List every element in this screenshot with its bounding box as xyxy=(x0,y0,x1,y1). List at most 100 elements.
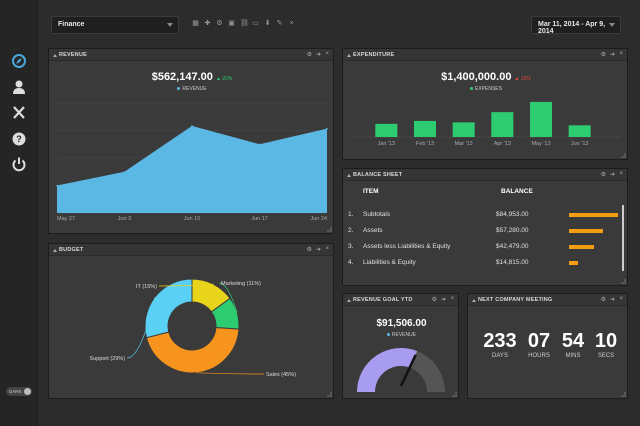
balance-bar xyxy=(569,229,604,233)
leader-line xyxy=(196,372,265,375)
resize-handle[interactable] xyxy=(327,227,332,232)
table-row[interactable]: 3. Assets less Liabilities & Equity $42,47… xyxy=(343,239,627,255)
data-point xyxy=(191,125,193,127)
close-icon[interactable]: × xyxy=(325,51,329,57)
settings-icon[interactable]: ⚙ xyxy=(306,52,312,58)
expenditure-total: $1,400,000.00 ▲ 15% xyxy=(343,71,629,83)
settings-icon[interactable]: ⚙ xyxy=(600,172,606,178)
collapse-icon[interactable] xyxy=(347,53,351,57)
resize-handle[interactable] xyxy=(621,392,626,397)
resize-handle[interactable] xyxy=(621,153,626,158)
tag-icon[interactable]: ✎ xyxy=(276,20,283,27)
help-icon[interactable]: ? xyxy=(9,130,29,148)
data-point xyxy=(326,127,328,130)
compass-icon[interactable] xyxy=(9,52,29,70)
close-icon[interactable]: × xyxy=(289,20,294,27)
collapse-icon[interactable] xyxy=(53,53,57,57)
expenditure-panel: EXPENDITURE ⚙ ➜ × $1,400,000.00 ▲ 15% EX… xyxy=(342,48,628,160)
settings-icon[interactable]: ⚙ xyxy=(600,297,606,303)
pie-slice[interactable] xyxy=(145,326,240,374)
collapse-icon[interactable] xyxy=(347,173,351,177)
x-tick-label: Jun 3 xyxy=(118,216,131,222)
balance-bar xyxy=(569,245,594,249)
resize-handle[interactable] xyxy=(621,279,626,284)
settings-icon[interactable]: ⚙ xyxy=(306,247,312,253)
arrow-right-icon[interactable]: ➜ xyxy=(440,297,446,303)
goal-total: $91,506.00 xyxy=(376,318,427,329)
row-item: Subtotals xyxy=(363,211,391,218)
legend-label: EXPENSES xyxy=(475,86,502,92)
arrow-right-icon[interactable]: ➜ xyxy=(315,52,321,58)
close-icon[interactable]: × xyxy=(619,51,623,57)
close-icon[interactable]: × xyxy=(325,246,329,252)
collapse-icon[interactable] xyxy=(347,298,351,302)
close-icon[interactable]: × xyxy=(619,171,623,177)
table-row[interactable]: 2. Assets $57,280.00 xyxy=(343,223,627,239)
gauge-track xyxy=(410,351,445,392)
resize-handle[interactable] xyxy=(327,392,332,397)
settings-icon[interactable]: ⚙ xyxy=(431,297,437,303)
theme-toggle[interactable]: DARK xyxy=(6,387,32,396)
expenditure-total-value: $1,400,000.00 xyxy=(441,71,512,83)
revenue-total: $562,147.00 ▲ 20% xyxy=(49,71,335,83)
collapse-icon[interactable] xyxy=(472,298,476,302)
arrow-right-icon[interactable]: ➜ xyxy=(609,172,615,178)
collapse-icon[interactable] xyxy=(53,248,57,252)
panel-header: EXPENDITURE ⚙ ➜ × xyxy=(343,49,627,61)
resize-handle[interactable] xyxy=(452,392,457,397)
revenue-chart: May 27 Jun 3 Jun 10 Jun 17 Jun 24 xyxy=(56,102,328,222)
settings-icon[interactable]: ⚙ xyxy=(600,52,606,58)
arrow-right-icon[interactable]: ➜ xyxy=(609,52,615,58)
close-icon[interactable]: × xyxy=(619,296,623,302)
add-icon[interactable]: ✚ xyxy=(204,20,211,27)
countdown-hours-label: HOURS xyxy=(528,353,550,359)
countdown-secs-label: SECS xyxy=(597,353,615,359)
panel-header: NEXT COMPANY MEETING ⚙ ➜ × xyxy=(468,294,627,306)
panel-title: BALANCE SHEET xyxy=(353,172,403,178)
theme-toggle-label: DARK xyxy=(9,389,22,394)
leader-line xyxy=(158,283,214,287)
legend-dot xyxy=(386,333,390,337)
dashboard-select[interactable]: Finance xyxy=(51,16,179,34)
expense-bar xyxy=(414,120,436,137)
date-range-select[interactable]: Mar 11, 2014 - Apr 9, 2014 xyxy=(531,16,621,35)
monitor-icon[interactable]: ▭ xyxy=(252,20,259,27)
table-row[interactable]: 1. Subtotals $84,953.00 xyxy=(343,207,627,223)
panel-title: EXPENDITURE xyxy=(353,52,395,58)
row-balance: $57,280.00 xyxy=(496,227,529,234)
sidebar: ? DARK xyxy=(0,0,38,426)
table-row[interactable]: 4. Liabilities & Equity $14,815.00 xyxy=(343,255,627,271)
panel-title: NEXT COMPANY MEETING xyxy=(478,297,553,303)
tools-icon[interactable] xyxy=(9,104,29,122)
expense-bar xyxy=(375,123,398,137)
power-icon[interactable] xyxy=(9,155,29,173)
scrollbar[interactable] xyxy=(622,205,624,271)
countdown-days: 233 xyxy=(483,330,517,352)
image-icon[interactable]: ▣ xyxy=(228,20,235,27)
top-bar: Finance ▦ ✚ ⚙ ▣ ⛓ ▭ ⬇ ✎ × Mar 11, 2014 -… xyxy=(38,0,640,44)
panel-header: REVENUE GOAL YTD ⚙ ➜ × xyxy=(343,294,458,306)
arrow-right-icon[interactable]: ➜ xyxy=(315,247,321,253)
expense-bar xyxy=(491,112,514,137)
balance-bar xyxy=(569,213,618,217)
expense-bar xyxy=(530,101,552,137)
leader-line xyxy=(218,282,238,313)
user-icon[interactable] xyxy=(9,78,29,96)
chevron-down-icon xyxy=(609,23,615,27)
download-icon[interactable]: ⬇ xyxy=(264,20,271,27)
settings-icon[interactable]: ⚙ xyxy=(216,20,223,27)
link-icon[interactable]: ⛓ xyxy=(240,20,249,27)
grid-icon[interactable]: ▦ xyxy=(192,20,199,27)
x-tick-label: May '13 xyxy=(531,141,550,147)
expenditure-change: ▲ 15% xyxy=(514,76,531,82)
revenue-area xyxy=(57,125,327,213)
x-tick-label: Mar '13 xyxy=(455,141,473,147)
revenue-goal-panel: REVENUE GOAL YTD ⚙ ➜ × $91,506.00 REVENU… xyxy=(342,293,459,399)
countdown-days-label: DAYS xyxy=(492,353,508,359)
row-balance: $84,953.00 xyxy=(496,211,529,218)
arrow-right-icon[interactable]: ➜ xyxy=(609,297,615,303)
expense-bar xyxy=(568,125,591,137)
close-icon[interactable]: × xyxy=(450,296,454,302)
data-point xyxy=(258,143,261,146)
panel-header: REVENUE ⚙ ➜ × xyxy=(49,49,333,61)
